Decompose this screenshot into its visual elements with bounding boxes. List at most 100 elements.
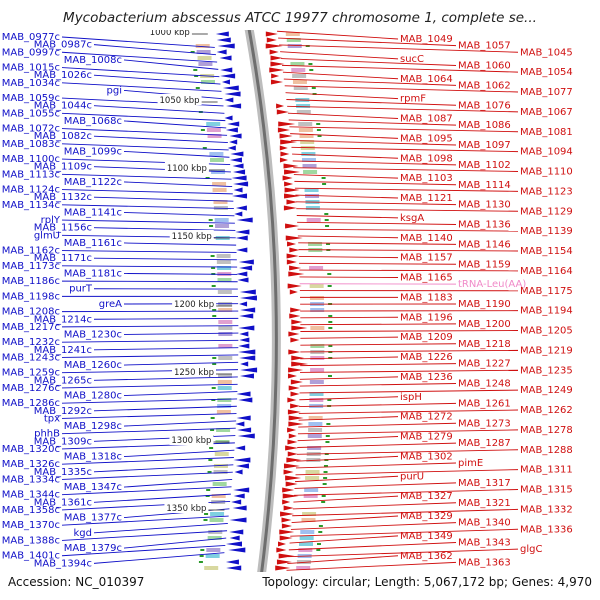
gene-label-mab-1134c[interactable]: MAB_1134c	[2, 200, 60, 211]
gene-label-mab-1320c[interactable]: MAB_1320c	[2, 444, 60, 455]
gene-label-mab-1196[interactable]: MAB_1196	[400, 312, 453, 323]
gene-label-mab-1154[interactable]: MAB_1154	[520, 246, 573, 257]
gene-label-mab-1329[interactable]: MAB_1329	[400, 511, 453, 522]
gene-label-mab-1235[interactable]: MAB_1235	[520, 365, 573, 376]
gene-label-mab-1340[interactable]: MAB_1340	[458, 518, 511, 529]
gene-label-mab-1055c[interactable]: MAB_1055c	[2, 108, 60, 119]
gene-label-mab-1121[interactable]: MAB_1121	[400, 193, 453, 204]
gene-label-pgi[interactable]: pgi	[107, 85, 122, 96]
gene-label-mab-1067[interactable]: MAB_1067	[520, 107, 573, 118]
gene-label-mab-1335c[interactable]: MAB_1335c	[34, 467, 92, 478]
gene-label-glgc[interactable]: glgC	[520, 544, 542, 555]
gene-label-mab-1343[interactable]: MAB_1343	[458, 538, 511, 549]
gene-label-mab-1358c[interactable]: MAB_1358c	[2, 505, 60, 516]
gene-label-mab-1248[interactable]: MAB_1248	[458, 379, 511, 390]
gene-label-mab-1205[interactable]: MAB_1205	[520, 326, 573, 337]
gene-label-mab-1363[interactable]: MAB_1363	[458, 557, 511, 568]
gene-label-mab-1077[interactable]: MAB_1077	[520, 87, 573, 98]
gene-label-mab-0987c[interactable]: MAB_0987c	[34, 40, 92, 51]
gene-label-mab-1054[interactable]: MAB_1054	[520, 67, 573, 78]
gene-label-mab-1068c[interactable]: MAB_1068c	[64, 116, 122, 127]
gene-label-mab-1099c[interactable]: MAB_1099c	[64, 146, 122, 157]
gene-label-rply[interactable]: rplY	[41, 215, 61, 226]
gene-label-mab-1130[interactable]: MAB_1130	[458, 200, 511, 211]
gene-label-mab-1173c[interactable]: MAB_1173c	[2, 261, 60, 272]
gene-label-mab-1217c[interactable]: MAB_1217c	[2, 322, 60, 333]
gene-label-mab-1083c[interactable]: MAB_1083c	[2, 139, 60, 150]
gene-label-mab-1315[interactable]: MAB_1315	[520, 485, 573, 496]
gene-label-mab-1362[interactable]: MAB_1362	[400, 551, 453, 562]
gene-label-mab-1241c[interactable]: MAB_1241c	[34, 345, 92, 356]
gene-label-mab-1095[interactable]: MAB_1095	[400, 133, 453, 144]
gene-label-mab-1379c[interactable]: MAB_1379c	[64, 543, 122, 554]
gene-label-mab-1045[interactable]: MAB_1045	[520, 47, 573, 58]
gene-label-mab-1321[interactable]: MAB_1321	[458, 498, 511, 509]
gene-label-mab-1347c[interactable]: MAB_1347c	[64, 482, 122, 493]
gene-label-mab-0977c[interactable]: MAB_0977c	[2, 32, 60, 43]
gene-label-mab-1064[interactable]: MAB_1064	[400, 74, 453, 85]
gene-label-mab-1157[interactable]: MAB_1157	[400, 253, 453, 264]
gene-label-mab-1034c[interactable]: MAB_1034c	[2, 78, 60, 89]
gene-label-mab-1164[interactable]: MAB_1164	[520, 266, 573, 277]
gene-label-mab-1287[interactable]: MAB_1287	[458, 438, 511, 449]
gene-label-mab-1102[interactable]: MAB_1102	[458, 160, 511, 171]
gene-label-mab-1260c[interactable]: MAB_1260c	[64, 360, 122, 371]
gene-label-mab-1059c[interactable]: MAB_1059c	[2, 93, 60, 104]
gene-label-mab-1344c[interactable]: MAB_1344c	[2, 490, 60, 501]
gene-label-mab-1349[interactable]: MAB_1349	[400, 531, 453, 542]
gene-label-ksga[interactable]: ksgA	[400, 213, 424, 224]
gene-label-mab-1279[interactable]: MAB_1279	[400, 432, 453, 443]
gene-label-mab-1072c[interactable]: MAB_1072c	[2, 124, 60, 135]
gene-label-mab-1122c[interactable]: MAB_1122c	[64, 177, 122, 188]
gene-label-mab-1124c[interactable]: MAB_1124c	[2, 185, 60, 196]
gene-label-mab-1227[interactable]: MAB_1227	[458, 359, 511, 370]
gene-label-mab-1103[interactable]: MAB_1103	[400, 173, 453, 184]
gene-label-mab-1278[interactable]: MAB_1278	[520, 425, 573, 436]
gene-label-mab-1200[interactable]: MAB_1200	[458, 319, 511, 330]
gene-label-mab-1326c[interactable]: MAB_1326c	[2, 459, 60, 470]
gene-label-mab-1140[interactable]: MAB_1140	[400, 233, 453, 244]
gene-label-mab-1141c[interactable]: MAB_1141c	[64, 207, 122, 218]
gene-label-mab-1082c[interactable]: MAB_1082c	[34, 131, 92, 142]
gene-label-mab-1280c[interactable]: MAB_1280c	[64, 391, 122, 402]
gene-label-rpmf[interactable]: rpmF	[400, 94, 426, 105]
gene-label-mab-1286c[interactable]: MAB_1286c	[2, 398, 60, 409]
gene-label-mab-1159[interactable]: MAB_1159	[458, 259, 511, 270]
gene-label-mab-1114[interactable]: MAB_1114	[458, 180, 511, 191]
gene-label-mab-1026c[interactable]: MAB_1026c	[34, 70, 92, 81]
gene-label-mab-1110[interactable]: MAB_1110	[520, 167, 573, 178]
gene-label-mab-1062[interactable]: MAB_1062	[458, 80, 511, 91]
gene-label-mab-1265c[interactable]: MAB_1265c	[34, 375, 92, 386]
gene-label-mab-1109c[interactable]: MAB_1109c	[34, 162, 92, 173]
gene-label-kgd[interactable]: kgd	[74, 528, 93, 539]
gene-label-mab-1232c[interactable]: MAB_1232c	[2, 337, 60, 348]
gene-label-trna-leu-aa[interactable]: tRNA-Leu(AA)	[458, 279, 526, 290]
gene-label-mab-1388c[interactable]: MAB_1388c	[2, 535, 60, 546]
gene-label-mab-1175[interactable]: MAB_1175	[520, 286, 573, 297]
gene-label-mab-1214c[interactable]: MAB_1214c	[34, 314, 92, 325]
gene-label-mab-1161c[interactable]: MAB_1161c	[64, 238, 122, 249]
gene-label-mab-1186c[interactable]: MAB_1186c	[2, 276, 60, 287]
gene-label-mab-1236[interactable]: MAB_1236	[400, 372, 453, 383]
gene-label-mab-1332[interactable]: MAB_1332	[520, 504, 573, 515]
gene-label-mab-1209[interactable]: MAB_1209	[400, 332, 453, 343]
gene-label-mab-0997c[interactable]: MAB_0997c	[2, 47, 60, 58]
gene-label-mab-1015c[interactable]: MAB_1015c	[2, 63, 60, 74]
gene-label-mab-1060[interactable]: MAB_1060	[458, 61, 511, 72]
gene-label-grea[interactable]: greA	[99, 299, 122, 310]
gene-label-mab-1181c[interactable]: MAB_1181c	[64, 268, 122, 279]
gene-label-mab-1123[interactable]: MAB_1123	[520, 186, 573, 197]
gene-label-purt[interactable]: purT	[69, 284, 93, 295]
gene-label-mab-1273[interactable]: MAB_1273	[458, 418, 511, 429]
gene-label-mab-1049[interactable]: MAB_1049	[400, 34, 453, 45]
gene-label-succ[interactable]: sucC	[400, 54, 424, 65]
gene-label-mab-1401c[interactable]: MAB_1401c	[2, 551, 60, 562]
gene-label-mab-1259c[interactable]: MAB_1259c	[2, 368, 60, 379]
gene-label-mab-1136[interactable]: MAB_1136	[458, 220, 511, 231]
gene-label-mab-1183[interactable]: MAB_1183	[400, 292, 453, 303]
gene-label-mab-1311[interactable]: MAB_1311	[520, 465, 573, 476]
gene-label-mab-1100c[interactable]: MAB_1100c	[2, 154, 60, 165]
gene-label-mab-1208c[interactable]: MAB_1208c	[2, 307, 60, 318]
gene-label-mab-1226[interactable]: MAB_1226	[400, 352, 453, 363]
gene-label-mab-1162c[interactable]: MAB_1162c	[2, 246, 60, 257]
